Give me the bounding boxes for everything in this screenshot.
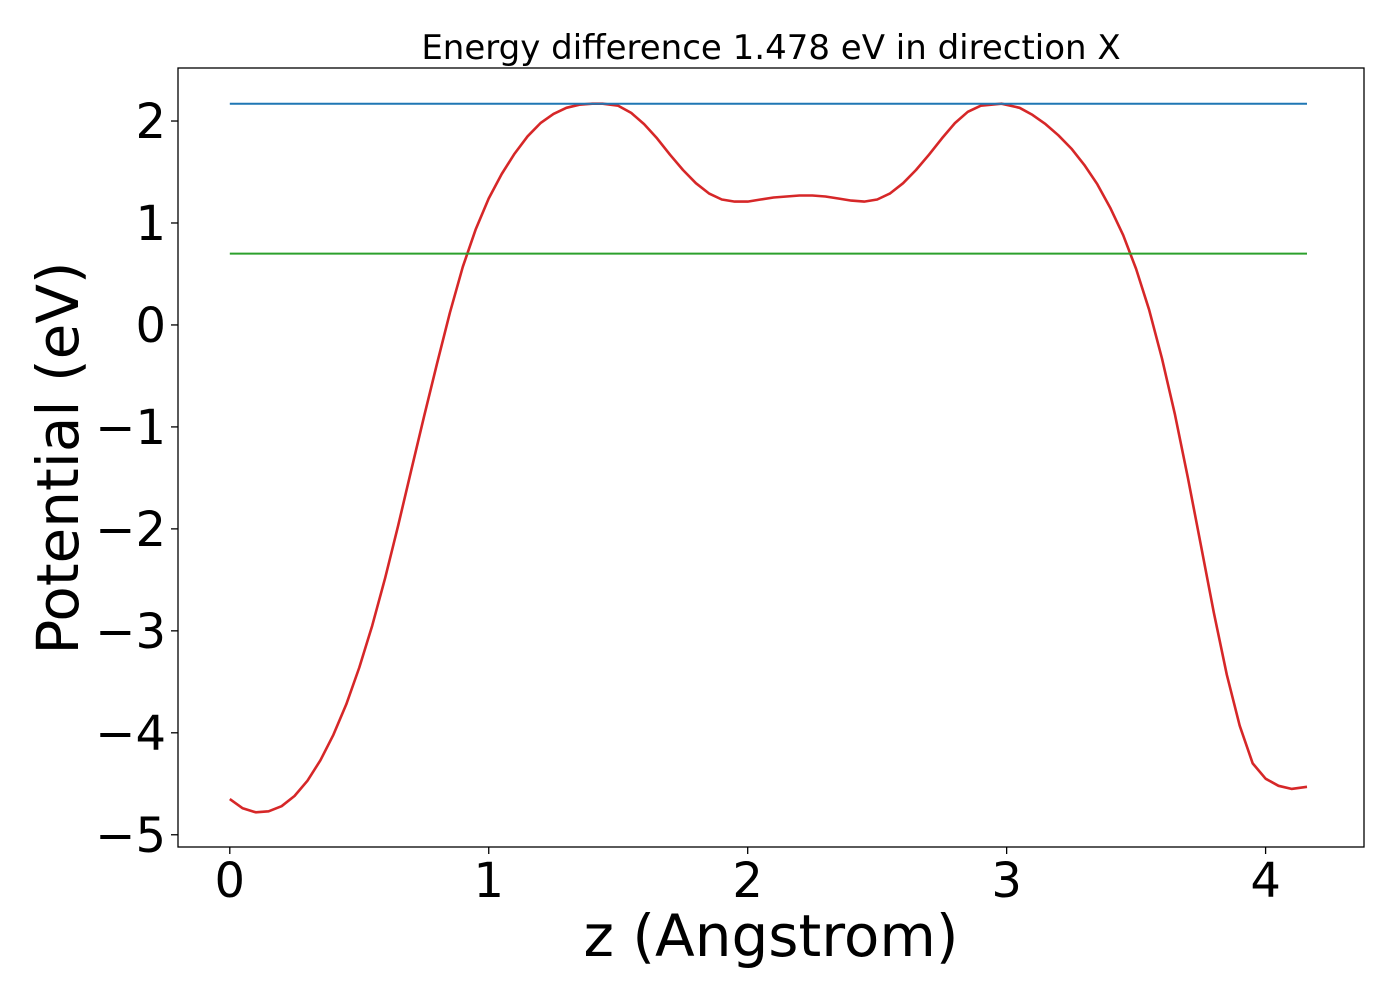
chart-title: Energy difference 1.478 eV in direction …	[421, 28, 1120, 68]
y-tick-label: −1	[95, 400, 166, 456]
x-axis-label: z (Angstrom)	[584, 902, 959, 970]
y-tick-label: 2	[135, 94, 166, 150]
y-tick-label: 1	[135, 196, 166, 252]
series-line-0	[229, 102, 1308, 814]
x-tick-label: 0	[215, 853, 246, 909]
y-axis-label: Potential (eV)	[24, 261, 92, 654]
x-axis-ticks: 0 1 2 3 4	[215, 847, 1281, 909]
x-tick-label: 4	[1250, 853, 1281, 909]
y-tick-label: −2	[95, 502, 166, 558]
plot-frame	[177, 67, 1365, 848]
x-tick-label: 3	[991, 853, 1022, 909]
x-tick-label: 2	[732, 853, 763, 909]
y-tick-label: −3	[95, 604, 166, 660]
y-axis-ticks: −5 −4 −3 −2 −1 0 1 2	[95, 94, 178, 864]
y-tick-label: −4	[95, 706, 166, 762]
y-tick-label: 0	[135, 298, 166, 354]
x-tick-label: 1	[473, 853, 504, 909]
y-tick-label: −5	[95, 808, 166, 864]
plot-area	[229, 102, 1308, 814]
